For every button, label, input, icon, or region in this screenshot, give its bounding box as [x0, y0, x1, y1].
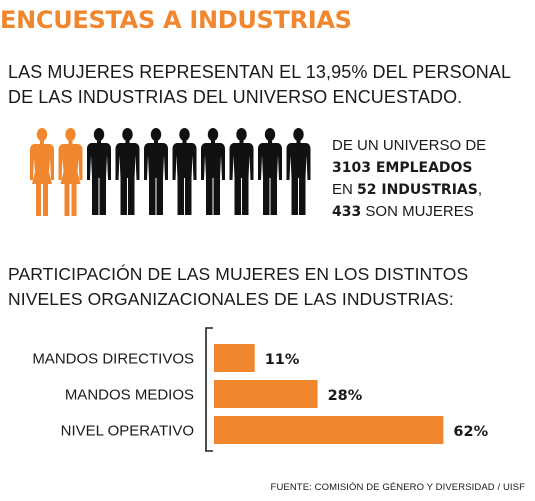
industries-count: 52 INDUSTRIAS: [357, 182, 478, 198]
category-label-1: MANDOS DIRECTIVOS: [32, 351, 194, 368]
man-figure-icon: [172, 128, 197, 215]
value-label-1: 11%: [265, 352, 300, 368]
women-count: 433: [332, 204, 362, 220]
man-figure-icon: [115, 128, 140, 215]
value-label-3: 62%: [453, 424, 488, 440]
bar-1: [214, 344, 255, 372]
stats-block: DE UN UNIVERSO DE 3103 EMPLEADOS EN 52 I…: [332, 135, 486, 223]
man-figure-icon: [87, 128, 111, 215]
chart-subtitle: PARTICIPACIÓN DE LAS MUJERES EN LOS DIST…: [8, 262, 528, 312]
stats-line-4: 433 SON MUJERES: [332, 201, 486, 223]
stats-women-suffix: SON MUJERES: [361, 203, 474, 220]
woman-figure-icon: [58, 128, 83, 216]
lead-line-2: DE LAS INDUSTRIAS DEL UNIVERSO ENCUESTAD…: [8, 87, 463, 107]
bar-2: [214, 380, 318, 408]
subtitle-line-1: PARTICIPACIÓN DE LAS MUJERES EN LOS DIST…: [8, 264, 469, 284]
man-figure-icon: [229, 128, 254, 215]
stats-in-prefix: EN: [332, 181, 358, 198]
category-label-2: MANDOS MEDIOS: [65, 387, 194, 404]
source-note: FUENTE: COMISIÓN DE GÉNERO Y DIVERSIDAD …: [270, 482, 525, 493]
subtitle-line-2: NIVELES ORGANIZACIONALES DE LAS INDUSTRI…: [8, 289, 454, 309]
woman-figure-icon: [30, 128, 54, 216]
employees-count: 3103 EMPLEADOS: [332, 160, 473, 176]
man-figure-icon: [258, 128, 282, 215]
bar-3: [214, 416, 444, 444]
category-label-3: NIVEL OPERATIVO: [61, 423, 194, 440]
people-pictogram: [30, 128, 311, 216]
stats-line-1: DE UN UNIVERSO DE: [332, 137, 487, 154]
lead-line-1: LAS MUJERES REPRESENTAN EL 13,95% DEL PE…: [8, 62, 512, 82]
stats-comma: ,: [477, 181, 482, 198]
chart-axis-bracket: [205, 327, 213, 452]
stats-line-3: EN 52 INDUSTRIAS,: [332, 179, 486, 201]
value-label-2: 28%: [328, 388, 363, 404]
lead-text: LAS MUJERES REPRESENTAN EL 13,95% DEL PE…: [8, 60, 528, 110]
stats-line-2: 3103 EMPLEADOS: [332, 157, 486, 179]
page-title: ENCUESTAS A INDUSTRIAS: [0, 6, 352, 34]
man-figure-icon: [144, 128, 168, 215]
man-figure-icon: [286, 128, 311, 215]
man-figure-icon: [201, 128, 225, 215]
participation-bar-chart: MANDOS DIRECTIVOS 11% MANDOS MEDIOS 28% NIVE…: [32, 327, 489, 452]
